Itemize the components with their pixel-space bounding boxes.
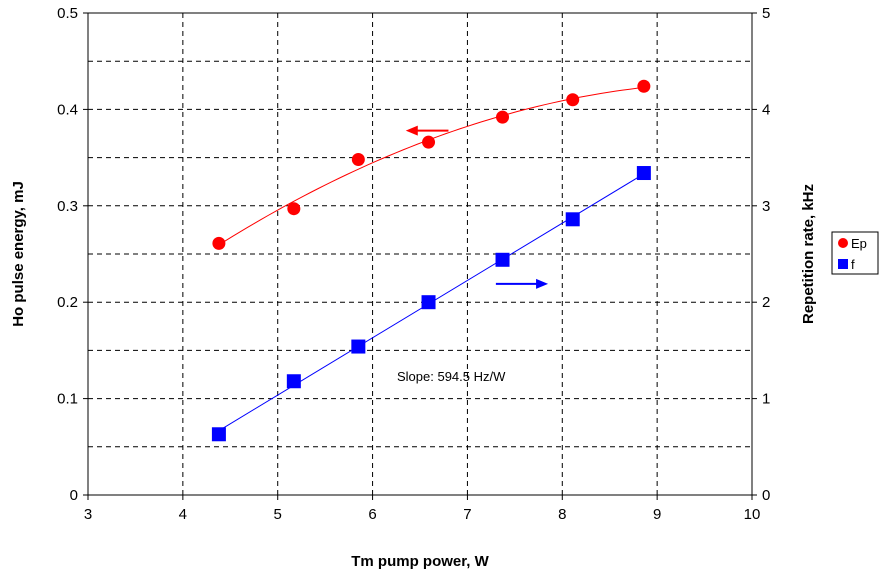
y-right-tick-label: 2 [762, 294, 770, 311]
x-tick-label: 10 [744, 506, 761, 523]
slope-annotation: Slope: 594.5 Hz/W [397, 369, 506, 384]
x-tick-label: 4 [179, 506, 187, 523]
y-axis-right-title: Repetition rate, kHz [800, 184, 817, 324]
y-axis-left-title: Ho pulse energy, mJ [10, 181, 27, 327]
ticks [83, 12, 757, 500]
legend-label-ep: Ep [851, 236, 867, 251]
legend: Ep f [831, 231, 879, 275]
point-f [211, 427, 226, 442]
data-marks [211, 79, 651, 442]
y-right-tick-label: 3 [762, 198, 770, 215]
x-tick-label: 8 [558, 506, 566, 523]
y-right-tick-label: 1 [762, 391, 770, 408]
y-left-tick-label: 0.1 [57, 391, 78, 408]
y-right-tick-label: 4 [762, 101, 770, 118]
y-left-tick-label: 0 [70, 487, 78, 504]
point-ep [422, 135, 436, 149]
x-tick-label: 7 [463, 506, 471, 523]
grid [88, 13, 752, 495]
point-f [495, 252, 510, 267]
y-left-tick-label: 0.3 [57, 198, 78, 215]
point-f [351, 339, 366, 354]
x-tick-label: 5 [274, 506, 282, 523]
arrowhead-f [536, 278, 549, 289]
y-left-tick-label: 0.5 [57, 5, 78, 22]
point-ep [212, 236, 226, 250]
y-right-tick-label: 0 [762, 487, 770, 504]
direction-arrows [405, 125, 549, 289]
point-ep [351, 153, 365, 167]
legend-marker-f [838, 259, 848, 269]
x-axis-title: Tm pump power, W [351, 553, 489, 570]
x-tick-label: 6 [368, 506, 376, 523]
point-ep [566, 93, 580, 107]
y-left-tick-label: 0.4 [57, 101, 78, 118]
point-ep [637, 79, 651, 93]
x-tick-label: 9 [653, 506, 661, 523]
arrowhead-ep [405, 125, 418, 136]
y-right-tick-label: 5 [762, 5, 770, 22]
point-f [565, 212, 580, 227]
point-ep [496, 110, 510, 124]
y-left-tick-label: 0.2 [57, 294, 78, 311]
legend-label-f: f [851, 257, 855, 272]
point-f [636, 166, 651, 181]
plot-frame [87, 12, 753, 496]
point-ep [287, 202, 301, 216]
point-f [421, 295, 436, 310]
x-tick-label: 3 [84, 506, 92, 523]
point-f [286, 374, 301, 389]
legend-marker-ep [838, 238, 848, 248]
